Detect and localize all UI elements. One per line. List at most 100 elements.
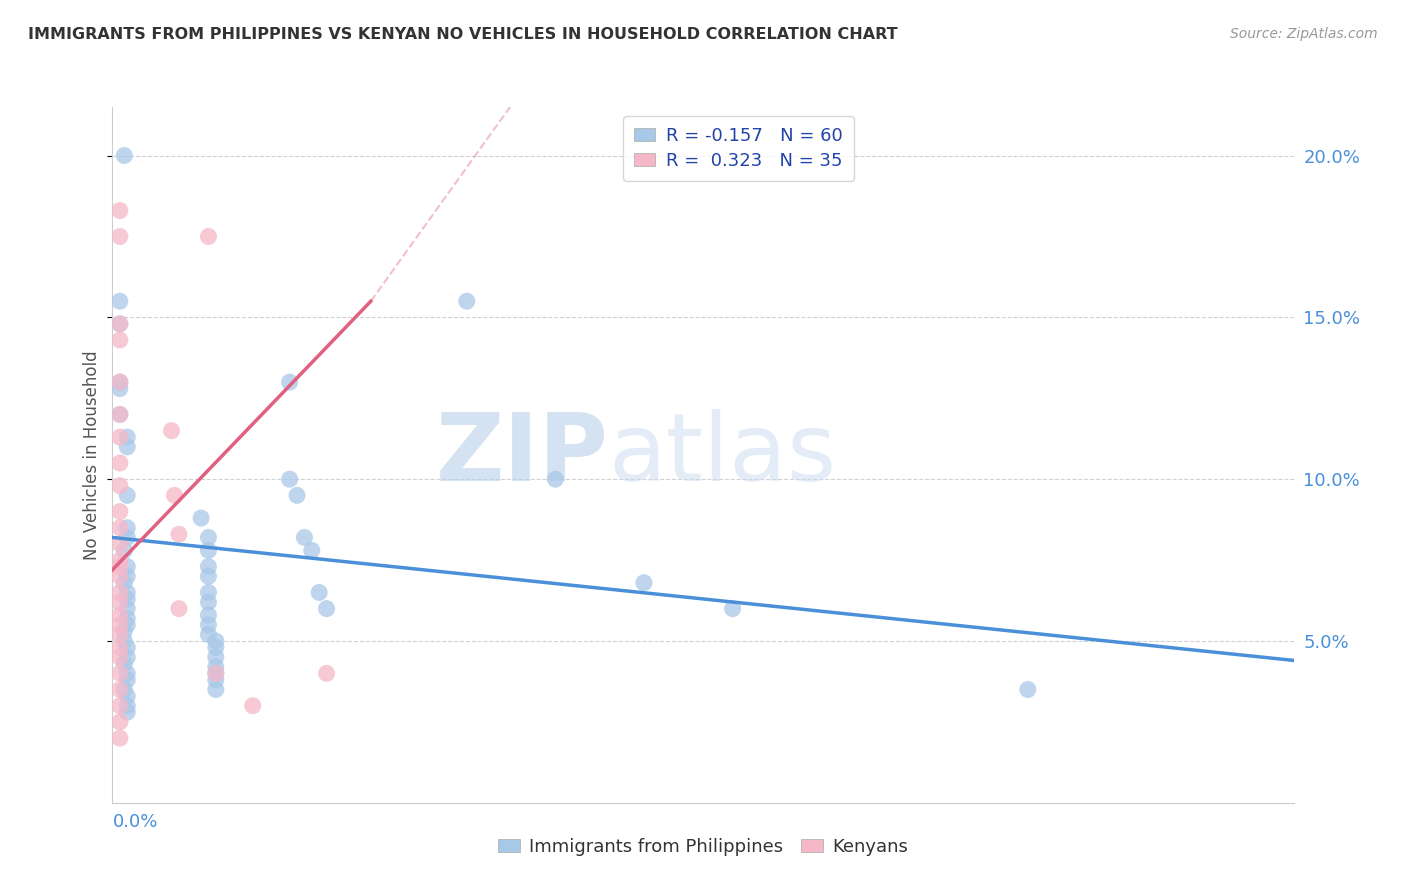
- Point: [108, 317, 131, 331]
- Point: [108, 229, 131, 244]
- Point: [108, 294, 131, 309]
- Point: [633, 575, 655, 590]
- Point: [117, 689, 138, 703]
- Point: [108, 698, 131, 713]
- Point: [197, 543, 219, 558]
- Point: [108, 608, 131, 623]
- Point: [721, 601, 744, 615]
- Text: ZIP: ZIP: [436, 409, 609, 501]
- Point: [292, 531, 315, 545]
- Point: [117, 488, 138, 502]
- Point: [278, 375, 301, 389]
- Point: [117, 650, 138, 665]
- Point: [108, 553, 131, 567]
- Point: [112, 543, 135, 558]
- Point: [108, 375, 131, 389]
- Point: [108, 682, 131, 697]
- Point: [205, 682, 228, 697]
- Text: 0.0%: 0.0%: [112, 814, 157, 831]
- Text: Source: ZipAtlas.com: Source: ZipAtlas.com: [1230, 27, 1378, 41]
- Point: [108, 203, 131, 218]
- Point: [117, 640, 138, 655]
- Point: [112, 148, 135, 162]
- Point: [112, 657, 135, 671]
- Point: [117, 611, 138, 625]
- Point: [112, 682, 135, 697]
- Point: [117, 559, 138, 574]
- Text: IMMIGRANTS FROM PHILIPPINES VS KENYAN NO VEHICLES IN HOUSEHOLD CORRELATION CHART: IMMIGRANTS FROM PHILIPPINES VS KENYAN NO…: [28, 27, 898, 42]
- Point: [1017, 682, 1039, 697]
- Point: [117, 698, 138, 713]
- Point: [112, 624, 135, 639]
- Point: [197, 595, 219, 609]
- Point: [108, 521, 131, 535]
- Point: [205, 640, 228, 655]
- Y-axis label: No Vehicles in Household: No Vehicles in Household: [83, 350, 101, 560]
- Point: [117, 521, 138, 535]
- Point: [108, 595, 131, 609]
- Point: [108, 731, 131, 745]
- Point: [108, 617, 131, 632]
- Point: [108, 537, 131, 551]
- Point: [544, 472, 567, 486]
- Point: [197, 585, 219, 599]
- Point: [108, 559, 131, 574]
- Point: [108, 375, 131, 389]
- Point: [108, 408, 131, 422]
- Text: atlas: atlas: [609, 409, 837, 501]
- Point: [117, 601, 138, 615]
- Point: [117, 569, 138, 583]
- Point: [117, 673, 138, 687]
- Point: [197, 531, 219, 545]
- Point: [108, 569, 131, 583]
- Point: [197, 559, 219, 574]
- Point: [108, 333, 131, 347]
- Point: [117, 585, 138, 599]
- Point: [108, 317, 131, 331]
- Point: [108, 714, 131, 729]
- Point: [117, 705, 138, 719]
- Point: [205, 634, 228, 648]
- Point: [163, 488, 186, 502]
- Point: [205, 673, 228, 687]
- Point: [117, 430, 138, 444]
- Point: [117, 591, 138, 606]
- Point: [108, 430, 131, 444]
- Point: [112, 575, 135, 590]
- Point: [160, 424, 183, 438]
- Point: [285, 488, 308, 502]
- Point: [108, 408, 131, 422]
- Point: [197, 608, 219, 623]
- Point: [315, 666, 337, 681]
- Point: [167, 527, 190, 541]
- Point: [108, 478, 131, 492]
- Point: [308, 585, 330, 599]
- Point: [108, 456, 131, 470]
- Point: [205, 660, 228, 674]
- Point: [117, 666, 138, 681]
- Point: [205, 650, 228, 665]
- Point: [197, 229, 219, 244]
- Point: [117, 531, 138, 545]
- Point: [117, 440, 138, 454]
- Point: [108, 504, 131, 518]
- Point: [197, 569, 219, 583]
- Legend: Immigrants from Philippines, Kenyans: Immigrants from Philippines, Kenyans: [491, 831, 915, 863]
- Point: [112, 634, 135, 648]
- Point: [301, 543, 323, 558]
- Point: [197, 627, 219, 641]
- Point: [205, 666, 228, 681]
- Point: [278, 472, 301, 486]
- Point: [315, 601, 337, 615]
- Point: [108, 382, 131, 396]
- Point: [197, 617, 219, 632]
- Point: [117, 617, 138, 632]
- Point: [242, 698, 264, 713]
- Point: [108, 666, 131, 681]
- Point: [190, 511, 212, 525]
- Point: [205, 666, 228, 681]
- Point: [108, 640, 131, 655]
- Point: [456, 294, 478, 309]
- Point: [167, 601, 190, 615]
- Point: [108, 650, 131, 665]
